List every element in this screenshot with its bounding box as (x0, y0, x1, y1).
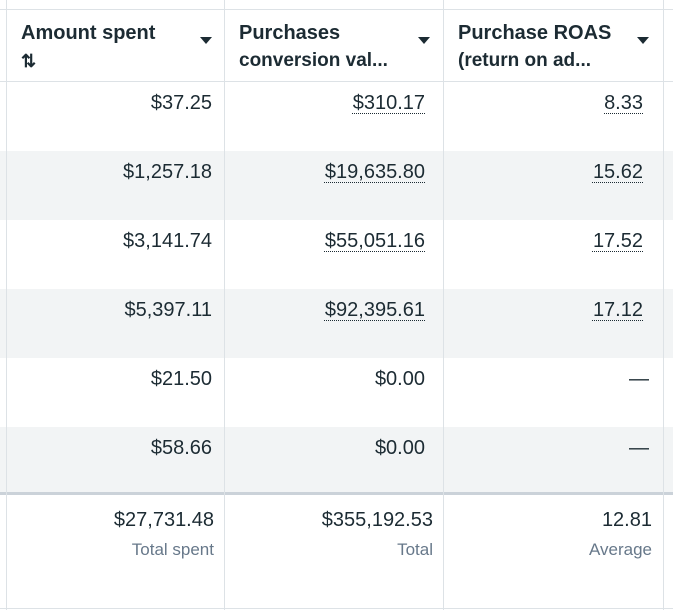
table-row[interactable]: $3,141.74 $55,051.16 17.52 (0, 220, 673, 289)
total-value-label: Total (397, 540, 433, 559)
total-spent-label: Total spent (131, 540, 214, 559)
conversion-value-cell[interactable]: $55,051.16 (324, 230, 425, 252)
caret-down-icon[interactable] (200, 37, 212, 44)
amount-spent-cell: $3,141.74 (123, 230, 212, 252)
conversion-value-cell: $0.00 (374, 437, 425, 459)
amount-spent-cell: $58.66 (150, 437, 212, 459)
column-divider (443, 0, 444, 610)
table-bottom-border (0, 608, 673, 609)
average-roas-value: 12.81 (601, 509, 652, 531)
column-divider (663, 0, 664, 610)
conversion-value-cell: $0.00 (374, 368, 425, 390)
column-title-line1: Purchases (239, 22, 341, 44)
amount-spent-cell: $21.50 (150, 368, 212, 390)
conversion-value-cell[interactable]: $92,395.61 (324, 299, 425, 321)
caret-down-icon[interactable] (418, 37, 430, 44)
column-title-line2: (return on ad... (458, 50, 591, 71)
total-spent-value: $27,731.48 (113, 509, 214, 531)
table-header: Amount spent ⇅ Purchases conversion val.… (0, 9, 673, 81)
column-title-line2: conversion val... (239, 50, 388, 71)
conversion-value-cell[interactable]: $19,635.80 (324, 161, 425, 183)
conversion-value-cell[interactable]: $310.17 (352, 92, 425, 114)
roas-cell[interactable]: 15.62 (592, 161, 643, 183)
column-title: Amount spent (21, 22, 156, 44)
table-footer-totals: $27,731.48 Total spent $355,192.53 Total… (0, 495, 673, 610)
footer-top-border (0, 492, 673, 495)
amount-spent-cell: $1,257.18 (123, 161, 212, 183)
roas-cell[interactable]: 8.33 (604, 92, 643, 114)
column-header-amount-spent[interactable]: Amount spent ⇅ (6, 9, 224, 81)
column-title-line1: Purchase ROAS (458, 22, 612, 44)
sort-icon[interactable]: ⇅ (21, 51, 37, 71)
table-row[interactable]: $21.50 $0.00 — (0, 358, 673, 427)
header-bottom-border (0, 81, 673, 82)
table-row[interactable]: $58.66 $0.00 — (0, 427, 673, 496)
total-value: $355,192.53 (321, 509, 433, 531)
table-row[interactable]: $5,397.11 $92,395.61 17.12 (0, 289, 673, 358)
table-top-border (0, 9, 673, 10)
roas-cell: — (629, 437, 649, 459)
column-header-conversion-value[interactable]: Purchases conversion val... (224, 9, 443, 81)
roas-cell[interactable]: 17.12 (592, 299, 643, 321)
column-divider (6, 0, 7, 610)
table-row[interactable]: $1,257.18 $19,635.80 15.62 (0, 151, 673, 220)
column-header-roas[interactable]: Purchase ROAS (return on ad... (443, 9, 663, 81)
average-roas-label: Average (588, 540, 652, 559)
roas-cell[interactable]: 17.52 (592, 230, 643, 252)
amount-spent-cell: $5,397.11 (124, 299, 213, 321)
caret-down-icon[interactable] (637, 37, 649, 44)
table-row[interactable]: $37.25 $310.17 8.33 (0, 82, 673, 151)
amount-spent-cell: $37.25 (150, 92, 212, 114)
roas-cell: — (629, 368, 649, 390)
column-divider (224, 0, 225, 610)
